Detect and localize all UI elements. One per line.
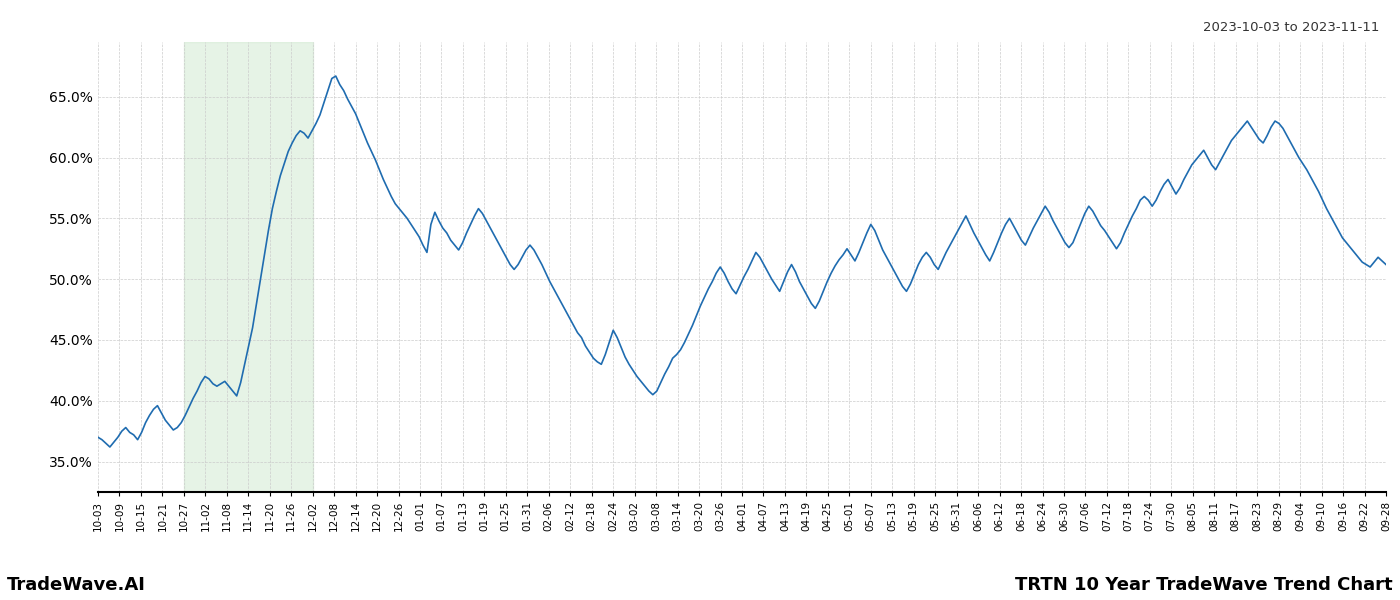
Text: TRTN 10 Year TradeWave Trend Chart: TRTN 10 Year TradeWave Trend Chart bbox=[1015, 576, 1393, 594]
Text: TradeWave.AI: TradeWave.AI bbox=[7, 576, 146, 594]
Text: 2023-10-03 to 2023-11-11: 2023-10-03 to 2023-11-11 bbox=[1203, 21, 1379, 34]
Bar bbox=[183, 42, 312, 492]
